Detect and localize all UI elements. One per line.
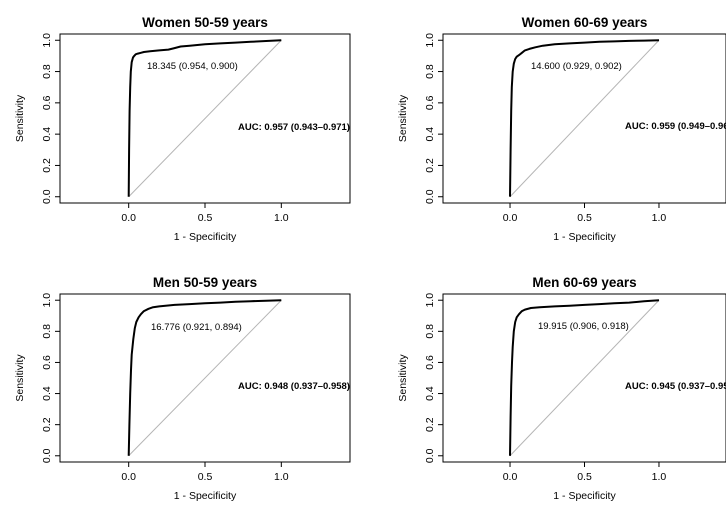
auc-annotation: AUC: 0.957 (0.943–0.971) xyxy=(238,122,350,133)
auc-label: AUC: xyxy=(238,122,264,133)
y-tick-label: 0.0 xyxy=(41,448,53,463)
y-tick-label: 0.2 xyxy=(424,158,436,173)
y-tick-label: 0.4 xyxy=(424,127,436,142)
y-tick-label: 1.0 xyxy=(424,33,436,48)
x-tick-label: 0.0 xyxy=(121,471,136,483)
x-axis-label: 1 - Specificity xyxy=(553,231,616,243)
reference-diagonal-line xyxy=(128,299,282,457)
auc-value: 0.957 (0.943–0.971) xyxy=(264,122,350,133)
y-axis-label: Sensitivity xyxy=(14,354,26,402)
x-tick-label: 0.0 xyxy=(121,212,136,224)
roc-panel-4: Men 60-69 years 0.0 0.5 1.0 0.0 0.2 0.4 0.6 0.8 1… xyxy=(397,275,726,502)
cutoff-annotation: 16.776 (0.921, 0.894) xyxy=(151,322,242,333)
x-tick-label: 0.5 xyxy=(577,212,592,224)
auc-annotation: AUC: 0.945 (0.937–0.953) xyxy=(625,381,726,392)
y-tick-label: 0.0 xyxy=(41,189,53,204)
auc-label: AUC: xyxy=(625,121,651,132)
panel-title: Women 50-59 years xyxy=(142,15,268,30)
roc-curve xyxy=(509,299,660,456)
roc-curve xyxy=(127,299,282,456)
y-tick-label: 0.2 xyxy=(41,158,53,173)
cutoff-annotation: 14.600 (0.929, 0.902) xyxy=(531,61,622,72)
auc-label: AUC: xyxy=(238,381,264,392)
y-tick-label: 0.6 xyxy=(41,95,53,110)
y-tick-label: 0.6 xyxy=(424,355,436,370)
panel-title: Men 60-69 years xyxy=(532,275,636,290)
y-tick-label: 0.0 xyxy=(424,189,436,204)
y-tick-label: 0.8 xyxy=(424,324,436,339)
y-tick-label: 0.0 xyxy=(424,448,436,463)
reference-diagonal-line xyxy=(509,39,660,198)
x-axis-label: 1 - Specificity xyxy=(174,490,237,502)
x-axis-label: 1 - Specificity xyxy=(553,490,616,502)
y-tick-label: 0.8 xyxy=(424,64,436,79)
x-tick-label: 1.0 xyxy=(274,212,289,224)
panel-title: Men 50-59 years xyxy=(153,275,257,290)
x-axis-label: 1 - Specificity xyxy=(174,231,237,243)
y-tick-label: 1.0 xyxy=(41,293,53,308)
y-tick-label: 0.6 xyxy=(424,95,436,110)
y-tick-label: 0.4 xyxy=(424,386,436,401)
y-tick-label: 1.0 xyxy=(424,293,436,308)
cutoff-annotation: 19.915 (0.906, 0.918) xyxy=(538,321,629,332)
y-axis-label: Sensitivity xyxy=(397,94,409,142)
y-axis-label: Sensitivity xyxy=(397,354,409,402)
auc-value: 0.945 (0.937–0.953) xyxy=(651,381,726,392)
auc-value: 0.959 (0.949–0.968) xyxy=(651,121,726,132)
roc-panel-1: Women 50-59 years 0.0 0.5 1.0 0.0 0.2 0.4 0.6 0.… xyxy=(14,15,351,243)
panel-title: Women 60-69 years xyxy=(522,15,648,30)
cutoff-annotation: 18.345 (0.954, 0.900) xyxy=(147,61,238,72)
roc-panel-3: Men 50-59 years 0.0 0.5 1.0 0.0 0.2 0.4 0.6 0.8 1… xyxy=(14,275,351,502)
x-tick-label: 0.0 xyxy=(503,471,518,483)
x-tick-label: 0.5 xyxy=(577,471,592,483)
reference-diagonal-line xyxy=(128,39,282,198)
auc-annotation: AUC: 0.959 (0.949–0.968) xyxy=(625,121,726,132)
y-tick-label: 0.4 xyxy=(41,127,53,142)
y-tick-label: 0.4 xyxy=(41,386,53,401)
reference-diagonal-line xyxy=(509,299,660,457)
y-tick-label: 0.6 xyxy=(41,355,53,370)
auc-value: 0.948 (0.937–0.958) xyxy=(264,381,350,392)
x-tick-label: 1.0 xyxy=(652,471,667,483)
roc-panel-2: Women 60-69 years 0.0 0.5 1.0 0.0 0.2 0.4 0.6 0.… xyxy=(397,15,726,243)
x-tick-label: 0.5 xyxy=(198,471,213,483)
x-tick-label: 1.0 xyxy=(274,471,289,483)
auc-label: AUC: xyxy=(625,381,651,392)
x-tick-label: 1.0 xyxy=(652,212,667,224)
y-tick-label: 0.8 xyxy=(41,324,53,339)
roc-curve xyxy=(509,39,660,197)
y-axis-label: Sensitivity xyxy=(14,94,26,142)
y-tick-label: 1.0 xyxy=(41,33,53,48)
x-tick-label: 0.5 xyxy=(198,212,213,224)
y-tick-label: 0.8 xyxy=(41,64,53,79)
x-tick-label: 0.0 xyxy=(503,212,518,224)
y-tick-label: 0.2 xyxy=(424,417,436,432)
y-tick-label: 0.2 xyxy=(41,417,53,432)
auc-annotation: AUC: 0.948 (0.937–0.958) xyxy=(238,381,350,392)
roc-curve xyxy=(127,39,282,197)
